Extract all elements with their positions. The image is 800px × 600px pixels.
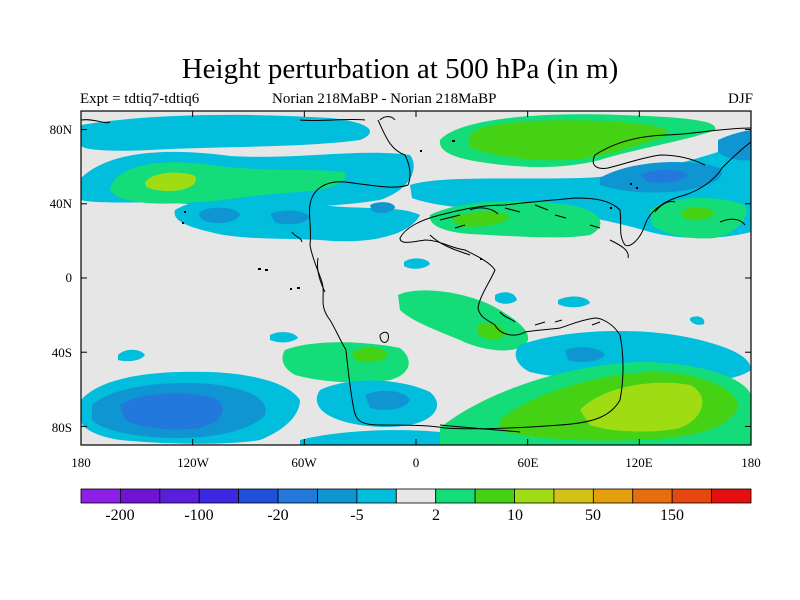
contour-positive-epac-core [680, 207, 715, 221]
colorbar-label: -100 [184, 507, 214, 524]
contour-negative-asia-core3 [640, 169, 688, 183]
contour-positive-swpac-core [352, 347, 388, 363]
chart-title: Height perturbation at 500 hPa (in m) [181, 53, 619, 85]
contour-positive-antarctic-core [580, 382, 703, 432]
small-islands [182, 140, 638, 290]
contour-negative-spac-small [118, 349, 145, 362]
colorbar-swatch [317, 488, 358, 504]
x-tick-label-60w: 60W [291, 455, 317, 470]
contour-negative-indian2 [558, 296, 590, 308]
colorbar-label: -20 [267, 507, 289, 524]
coastline-ant [439, 424, 521, 433]
coastline-arctic [81, 116, 396, 124]
experiment-label: Expt = tdtiq7-tdtiq6 [80, 91, 200, 107]
colorbar-label: 2 [432, 507, 440, 524]
contour-positive-tethys-core [450, 211, 510, 227]
contour-positive-swpac [282, 342, 409, 383]
contour-negative-ant-band [300, 430, 440, 445]
colorbar-label: 10 [507, 507, 523, 524]
colorbar-swatch [671, 488, 712, 504]
x-tick-label-180e: 180 [741, 455, 761, 470]
contour-negative-equatorial [404, 258, 430, 269]
colorbar-swatch [632, 488, 673, 504]
colorbar-swatch [159, 488, 200, 504]
colorbar-swatch [553, 488, 594, 504]
coastline-south-islands [379, 311, 601, 343]
contour-positive-europe-core [470, 120, 668, 161]
y-tick-label-40s: 40S [51, 345, 72, 360]
colorbar-swatch [395, 488, 437, 504]
x-tick-label-180w: 180 [71, 455, 91, 470]
colorbar-label: 50 [585, 507, 601, 524]
colorbar-swatch [435, 488, 476, 504]
contour-negative-asia-core2 [718, 130, 751, 161]
colorbar-label: -200 [105, 507, 135, 524]
colorbar-swatch [80, 488, 121, 504]
contour-negative-sind-core [565, 347, 605, 363]
y-tick-label-80s: 80S [51, 420, 72, 435]
contour-negative-pac-core2 [270, 210, 310, 225]
colorbar-swatch [120, 488, 161, 504]
colorbar-swatch [277, 488, 318, 504]
contour-fills [81, 114, 751, 445]
x-tick-label-0: 0 [412, 455, 420, 470]
x-tick-label-120e: 120E [625, 455, 653, 470]
x-tick-label-60e: 60E [517, 455, 539, 470]
contour-negative-satl-s-core [365, 390, 410, 410]
contour-negative-indian3 [690, 316, 705, 325]
colorbar [80, 488, 752, 504]
coastline-east [429, 201, 746, 259]
y-tick-label-40n: 40N [49, 196, 72, 211]
coastline-americas-west [291, 231, 326, 293]
colorbar-swatch [238, 488, 279, 504]
coastline-north [592, 127, 751, 169]
contour-negative-spac-small2 [270, 332, 298, 343]
colorbar-label: 150 [660, 507, 684, 524]
coastlines [81, 116, 751, 433]
coastline-tethys-islands [439, 204, 601, 229]
contour-positive-npac [110, 162, 346, 204]
colorbar-swatch [711, 488, 752, 504]
x-tick-label-120w: 120W [177, 455, 209, 470]
contour-negative-npac-core [199, 207, 240, 224]
contour-positive-npac-core [145, 172, 196, 192]
period-label: Norian 218MaBP - Norian 218MaBP [272, 91, 497, 107]
contour-negative-spac-core [120, 393, 223, 430]
contour-negative-atl-core [370, 202, 395, 213]
contour-negative-indian [495, 292, 517, 304]
axis-ticks [80, 111, 752, 445]
season-label: DJF [727, 91, 753, 107]
colorbar-swatch [514, 488, 555, 504]
contour-positive-satl-core [478, 323, 505, 340]
contour-negative-arctic [81, 114, 370, 151]
y-tick-label-80n: 80N [49, 122, 72, 137]
colorbar-swatch [592, 488, 634, 504]
contour-positive-tethys [429, 201, 601, 238]
colorbar-swatch [356, 488, 397, 504]
coastline-pangaea [308, 119, 751, 430]
colorbar-swatch [474, 488, 515, 504]
colorbar-swatch [198, 488, 240, 504]
y-tick-label-0: 0 [65, 270, 73, 285]
colorbar-label: -5 [350, 507, 364, 524]
